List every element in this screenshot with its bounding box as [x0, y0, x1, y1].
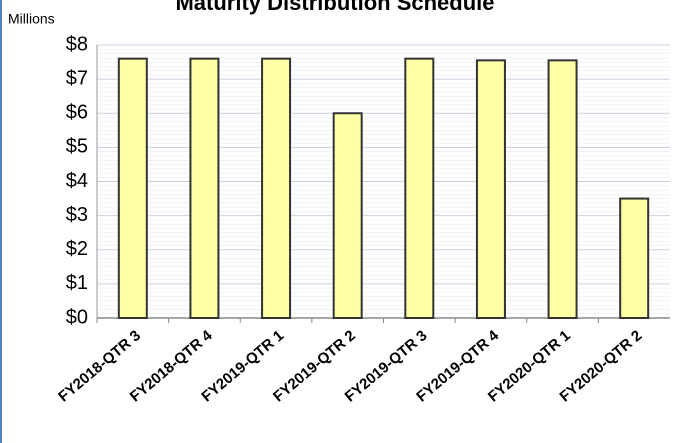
y-tick-label: $7 — [66, 67, 88, 89]
unit-label: Millions — [8, 11, 55, 27]
y-tick-label: $2 — [66, 238, 88, 260]
bar — [547, 59, 578, 319]
bar — [189, 57, 220, 320]
y-tick-label: $3 — [66, 204, 88, 226]
bar — [475, 59, 506, 319]
bar — [619, 197, 650, 319]
y-tick-label: $1 — [66, 272, 88, 294]
y-tick-label: $0 — [66, 306, 88, 328]
y-tick-label: $4 — [66, 170, 88, 192]
bar — [332, 112, 363, 319]
bar — [261, 57, 292, 320]
y-tick-label: $8 — [66, 33, 88, 55]
chart-title: Maturity Distribution Schedule — [175, 0, 494, 15]
y-tick-label: $6 — [66, 102, 88, 124]
bar — [117, 57, 148, 320]
y-tick-label: $5 — [66, 136, 88, 158]
bar — [404, 57, 435, 320]
